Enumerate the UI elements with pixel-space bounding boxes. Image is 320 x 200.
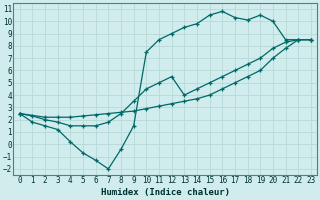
- X-axis label: Humidex (Indice chaleur): Humidex (Indice chaleur): [101, 188, 230, 197]
